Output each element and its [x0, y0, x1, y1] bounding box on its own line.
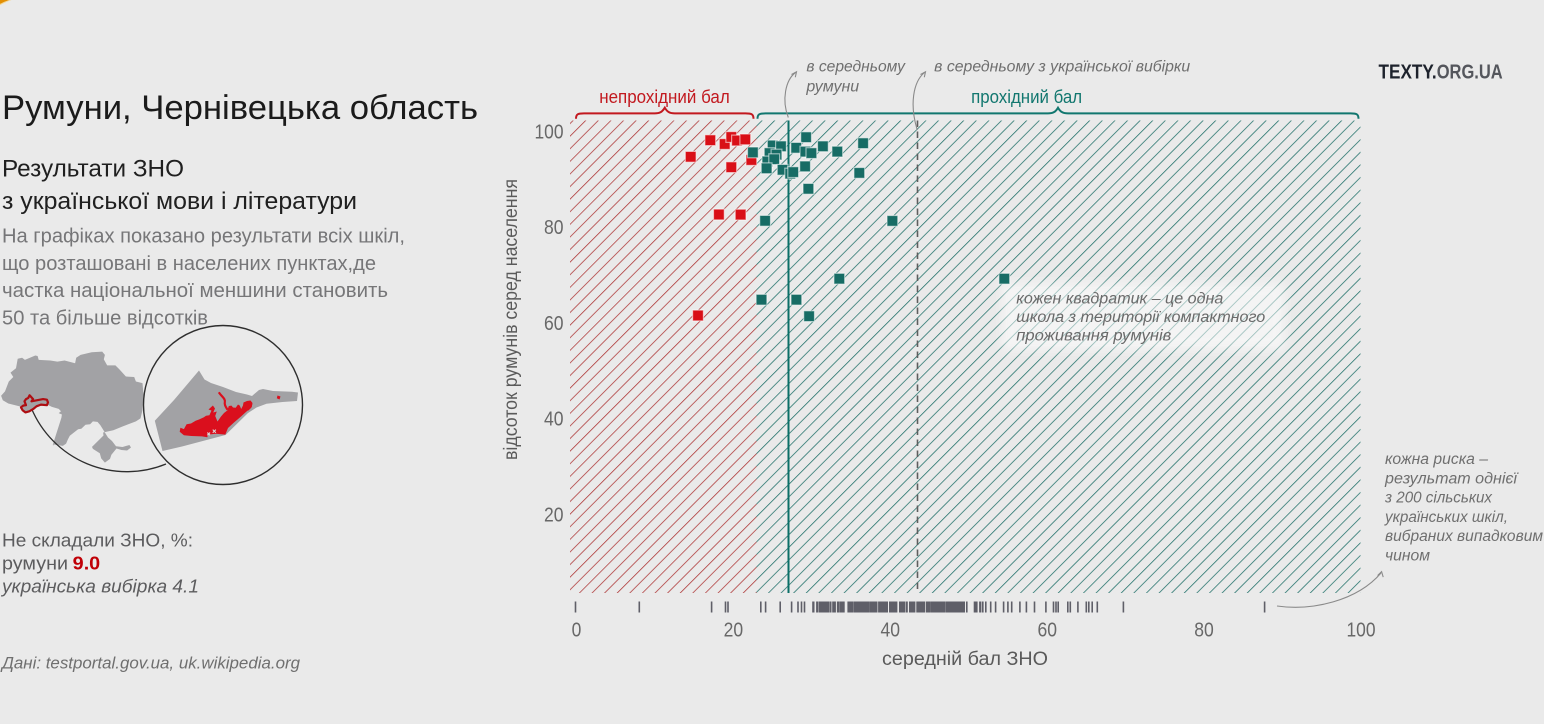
svg-text:Румуни, Чернівецька область: Румуни, Чернівецька область	[2, 89, 478, 127]
svg-text:відсоток румунів серед населен: відсоток румунів серед населення	[501, 179, 522, 460]
svg-text:чином: чином	[1385, 548, 1430, 565]
svg-text:80: 80	[1194, 620, 1214, 642]
svg-text:ORG.UA: ORG.UA	[1437, 62, 1503, 84]
svg-text:в середньому: в середньому	[806, 59, 906, 76]
svg-text:з української мови і літератур: з української мови і літератури	[2, 188, 357, 215]
svg-text:що розташовані в населених пун: що розташовані в населених пунктах,де	[2, 253, 376, 275]
svg-text:в середньому з української виб: в середньому з української вибірки	[934, 59, 1190, 76]
svg-text:50 та більше відсотків: 50 та більше відсотків	[2, 307, 208, 329]
svg-text:проживання румунів: проживання румунів	[1016, 328, 1171, 345]
svg-text:TEXTY.: TEXTY.	[1379, 62, 1437, 84]
svg-text:20: 20	[544, 504, 564, 526]
svg-text:0: 0	[572, 620, 582, 642]
svg-text:40: 40	[881, 620, 901, 642]
svg-text:вибраних випадковим: вибраних випадковим	[1385, 528, 1543, 545]
svg-text:100: 100	[535, 121, 564, 143]
svg-text:60: 60	[1038, 620, 1058, 642]
svg-text:100: 100	[1347, 620, 1376, 642]
svg-text:школа з території компактного: школа з території компактного	[1016, 309, 1265, 326]
svg-text:кожен квадратик – це одна: кожен квадратик – це одна	[1016, 291, 1223, 308]
svg-text:румуни: румуни	[2, 553, 68, 574]
svg-text:40: 40	[544, 409, 564, 431]
svg-text:непрохідний бал: непрохідний бал	[599, 86, 730, 107]
svg-text:з 200 сільських: з 200 сільських	[1384, 490, 1493, 507]
svg-text:частка національної меншини ст: частка національної меншини становить	[2, 280, 388, 302]
svg-text:Дані: testportal.gov.ua, uk.wi: Дані: testportal.gov.ua, uk.wikipedia.or…	[0, 654, 301, 673]
svg-text:80: 80	[544, 217, 564, 239]
svg-text:9.0: 9.0	[73, 553, 101, 574]
svg-text:кожна риска –: кожна риска –	[1385, 451, 1488, 468]
svg-text:20: 20	[724, 620, 744, 642]
svg-text:результат однієї: результат однієї	[1384, 470, 1520, 487]
svg-text:Результати ЗНО: Результати ЗНО	[2, 156, 184, 183]
svg-text:українська вибірка 4.1: українська вибірка 4.1	[0, 576, 199, 597]
svg-text:60: 60	[544, 313, 564, 335]
svg-text:середній бал ЗНО: середній бал ЗНО	[882, 649, 1048, 670]
svg-text:На графіках показано результат: На графіках показано результати всіх шкі…	[2, 226, 405, 248]
svg-text:румуни: румуни	[805, 79, 859, 96]
svg-text:прохідний бал: прохідний бал	[971, 86, 1082, 107]
svg-text:українських шкіл,: українських шкіл,	[1384, 509, 1508, 526]
svg-text:Не складали ЗНО, %:: Не складали ЗНО, %:	[2, 529, 193, 550]
